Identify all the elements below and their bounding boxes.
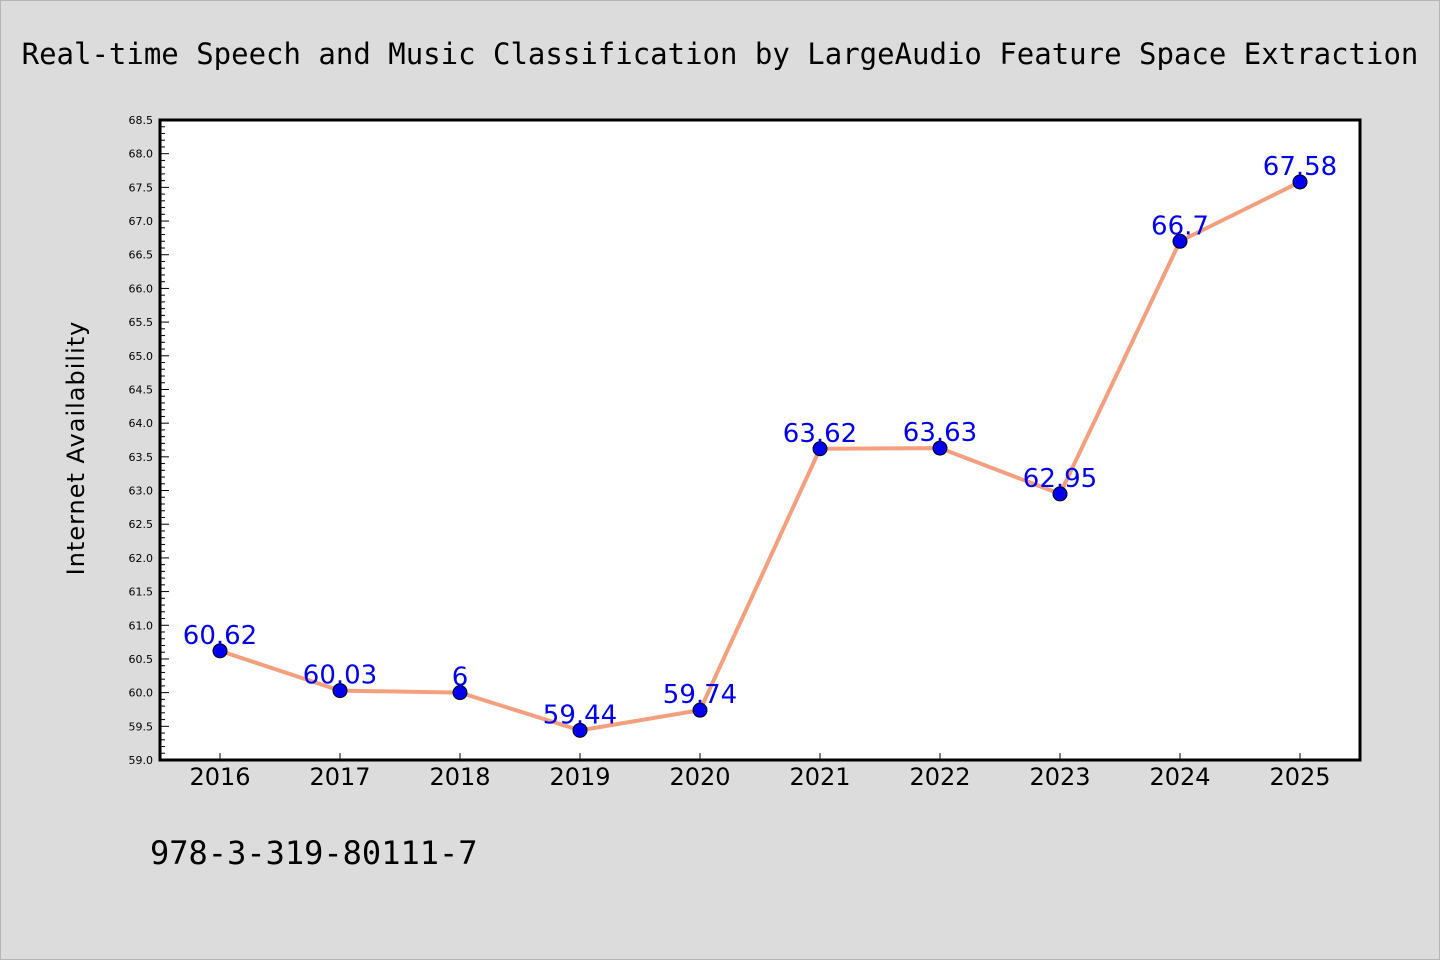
y-tick-label: 59.5 [129, 720, 154, 733]
x-tick-label: 2017 [309, 763, 370, 791]
data-label: 6 [452, 663, 469, 693]
y-tick-label: 63.5 [129, 451, 154, 464]
x-tick-label: 2021 [789, 763, 850, 791]
x-tick-label: 2023 [1029, 763, 1090, 791]
y-tick-label: 64.5 [129, 383, 154, 396]
data-label: 63.63 [903, 418, 977, 448]
data-point-marker [1172, 233, 1188, 249]
x-tick-label: 2020 [669, 763, 730, 791]
data-point-marker [692, 702, 708, 718]
y-tick-label: 62.0 [129, 552, 154, 565]
y-tick-label: 66.5 [129, 249, 154, 262]
x-tick-label: 2024 [1149, 763, 1210, 791]
x-tick-label: 2025 [1269, 763, 1330, 791]
data-point-marker [332, 683, 348, 699]
x-tick-label: 2019 [549, 763, 610, 791]
data-label: 66.7 [1151, 211, 1209, 241]
x-tick-label: 2022 [909, 763, 970, 791]
data-point-marker [812, 441, 828, 457]
y-tick-label: 68.0 [129, 148, 154, 161]
data-label: 60.62 [183, 621, 257, 651]
x-tick-label: 2018 [429, 763, 490, 791]
y-tick-label: 65.0 [129, 350, 154, 363]
data-label: 60.03 [303, 661, 377, 691]
x-tick-label: 2016 [189, 763, 250, 791]
isbn-note: 978-3-319-80111-7 [150, 834, 478, 872]
data-label: 59.74 [663, 680, 737, 710]
data-point-marker [212, 643, 228, 659]
data-point-marker [1292, 174, 1308, 190]
y-tick-label: 59.0 [129, 754, 154, 767]
data-label: 62.95 [1023, 464, 1097, 494]
data-point-marker [932, 440, 948, 456]
y-tick-label: 66.0 [129, 282, 154, 295]
data-label-group: 60.62 60.03 6 59.44 59.74 63.62 63.63 62.95 66.7… [183, 152, 1337, 730]
chart-title: Real-time Speech and Music Classificatio… [22, 37, 1419, 71]
y-tick-label: 60.0 [129, 687, 154, 700]
series-line [218, 179, 1302, 733]
marker-group [212, 174, 1308, 738]
y-tick-label: 62.5 [129, 518, 154, 531]
data-point-marker [1052, 486, 1068, 502]
data-point-marker [452, 685, 468, 701]
y-tick-label: 60.5 [129, 653, 154, 666]
y-tick-label: 67.0 [129, 215, 154, 228]
y-tick-label: 68.5 [129, 114, 154, 127]
y-axis-ticks: 59.0 59.5 60.0 60.5 61.0 61.5 62.0 62.5 63.0 63.5… [129, 114, 169, 767]
y-tick-label: 67.5 [129, 181, 154, 194]
y-tick-label: 63.0 [129, 485, 154, 498]
y-axis-label: Internet Availability [62, 321, 90, 576]
data-point-marker [572, 722, 588, 738]
x-axis-ticks: 2016 2017 2018 2019 2020 2021 2022 2023 2024 2025 [189, 753, 1331, 791]
data-label: 67.58 [1263, 152, 1337, 182]
y-tick-label: 65.5 [129, 316, 154, 329]
series-line-group [218, 179, 1302, 733]
data-label: 63.62 [783, 419, 857, 449]
y-tick-label: 61.5 [129, 586, 154, 599]
y-tick-label: 64.0 [129, 417, 154, 430]
y-tick-label: 61.0 [129, 619, 154, 632]
data-label: 59.44 [543, 700, 617, 730]
plot-area [158, 118, 1362, 762]
